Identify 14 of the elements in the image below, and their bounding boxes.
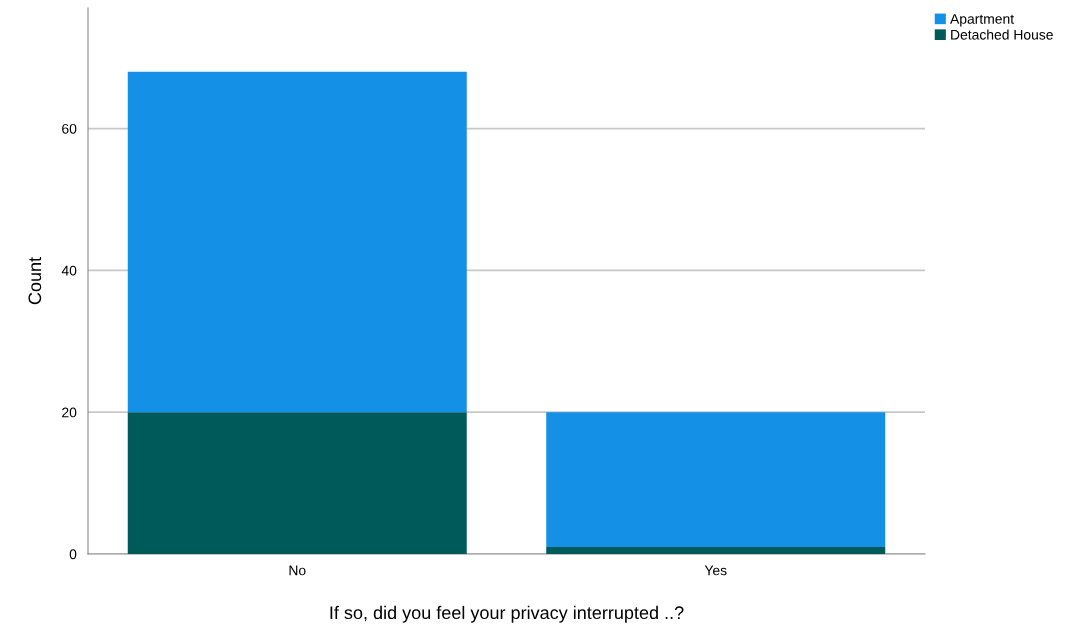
x-axis-title: If so, did you feel your privacy interrupted ..? bbox=[330, 605, 684, 623]
x-tick-label: Yes bbox=[704, 565, 727, 576]
bar bbox=[546, 412, 886, 547]
bar bbox=[127, 412, 467, 554]
x-tick-label: No bbox=[289, 565, 306, 576]
y-tick-label: 20 bbox=[62, 407, 77, 418]
bar bbox=[127, 71, 467, 413]
y-axis-title: Count bbox=[28, 257, 42, 305]
y-tick-label: 40 bbox=[61, 265, 77, 276]
bar bbox=[546, 546, 886, 554]
y-tick-label: 60 bbox=[62, 123, 77, 134]
legend-label: Detached House bbox=[951, 29, 1053, 40]
y-tick-label: 0 bbox=[69, 549, 77, 560]
legend-label: Apartment bbox=[950, 14, 1014, 27]
